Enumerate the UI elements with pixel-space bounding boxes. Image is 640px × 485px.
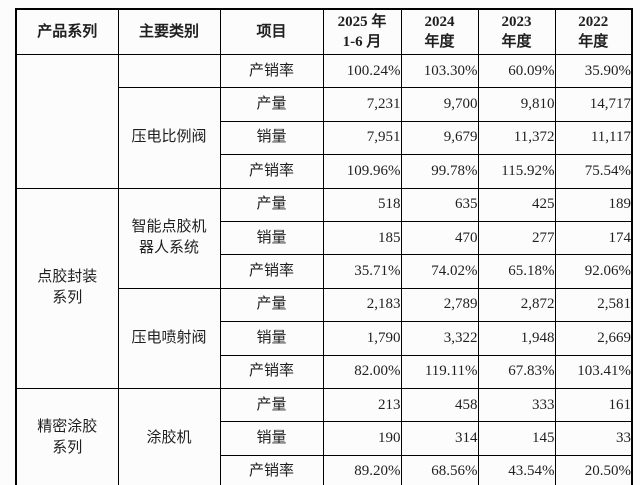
value-cell: 92.06% xyxy=(554,254,633,289)
value-cell: 115.92% xyxy=(477,154,556,189)
value-cell: 277 xyxy=(477,220,556,256)
item-cell: 销量 xyxy=(219,321,324,356)
value-cell: 67.83% xyxy=(477,354,556,389)
value-cell: 20.50% xyxy=(554,454,633,485)
item-cell: 产销率 xyxy=(219,254,324,289)
column-header: 2025 年 1-6 月 xyxy=(322,8,402,55)
value-cell: 35.90% xyxy=(554,53,633,89)
value-cell: 2,581 xyxy=(554,287,633,323)
value-cell: 314 xyxy=(400,421,479,456)
value-cell: 7,951 xyxy=(322,120,402,156)
table-row: 压电喷射阀 产量 2,183 2,789 2,872 2,581 xyxy=(16,287,633,389)
value-cell: 458 xyxy=(400,387,479,423)
value-cell: 174 xyxy=(554,220,633,256)
value-cell: 2,183 xyxy=(322,287,402,323)
table-row: 压电比例阀 产量 7,231 9,700 9,810 14,717 xyxy=(16,87,633,189)
category-cell: 涂胶机 xyxy=(117,387,221,485)
value-cell: 190 xyxy=(322,421,402,456)
value-cell: 14,717 xyxy=(554,87,633,122)
value-cell: 75.54% xyxy=(554,154,633,189)
value-cell: 3,322 xyxy=(400,321,479,356)
value-cell: 1,790 xyxy=(322,321,402,356)
series-cell xyxy=(15,54,119,189)
column-header: 主要类别 xyxy=(117,8,221,55)
table-row: 精密涂胶 系列 涂胶机 产量 213 458 333 161 xyxy=(15,387,633,485)
value-cell: 68.56% xyxy=(400,454,479,485)
value-cell: 89.20% xyxy=(322,454,402,485)
series-cell: 点胶封装 系列 xyxy=(15,187,119,389)
column-header: 2022 年度 xyxy=(554,8,633,55)
value-cell: 43.54% xyxy=(477,454,556,485)
table-body: 产销率 100.24% 103.30% 60.09% 35.90% 压电比例阀 产量 7,23… xyxy=(15,53,633,485)
value-cell: 333 xyxy=(477,387,556,423)
value-cell: 9,679 xyxy=(400,120,479,156)
category-cell: 智能点胶机 器人系统 xyxy=(117,187,221,289)
value-cell: 9,810 xyxy=(477,87,556,122)
value-cell: 425 xyxy=(477,187,556,222)
value-cell: 11,372 xyxy=(477,120,556,156)
item-cell: 产量 xyxy=(219,187,324,222)
series-cell: 精密涂胶 系列 xyxy=(15,387,119,485)
value-cell: 11,117 xyxy=(554,120,633,156)
item-cell: 销量 xyxy=(219,421,324,456)
column-header: 2024 年度 xyxy=(400,8,479,55)
table-row: 产销率 100.24% 103.30% 60.09% 35.90% xyxy=(15,53,633,189)
table-row: 销量 190 314 145 33 xyxy=(16,421,633,456)
item-cell: 销量 xyxy=(219,220,324,256)
item-cell: 产销率 xyxy=(219,53,324,89)
table-row: 产销率 89.20% 68.56% 43.54% 20.50% xyxy=(16,454,633,485)
value-cell: 119.11% xyxy=(400,354,479,389)
table-head: 产品系列 主要类别 项目 2025 年 1-6 月 2024 年度 2023 年度 2022… xyxy=(15,8,633,55)
column-header: 产品系列 xyxy=(15,8,119,55)
table-row: 点胶封装 系列 智能点胶机 器人系统 产量 518 635 425 189 xyxy=(15,187,633,389)
item-cell: 产量 xyxy=(219,387,324,423)
item-cell: 产销率 xyxy=(219,354,324,389)
value-cell: 65.18% xyxy=(477,254,556,289)
category-cell: 压电比例阀 xyxy=(117,87,221,189)
value-cell: 145 xyxy=(477,421,556,456)
value-cell: 74.02% xyxy=(400,254,479,289)
item-cell: 产销率 xyxy=(219,154,324,189)
table-row: 产销率 82.00% 119.11% 67.83% 103.41% xyxy=(16,354,633,389)
value-cell: 518 xyxy=(322,187,402,222)
item-cell: 产销率 xyxy=(219,454,324,485)
value-cell: 635 xyxy=(400,187,479,222)
table-row: 销量 7,951 9,679 11,372 11,117 xyxy=(16,120,633,156)
column-header: 2023 年度 xyxy=(477,8,556,55)
category-cell xyxy=(117,53,221,89)
value-cell: 9,700 xyxy=(400,87,479,122)
value-cell: 189 xyxy=(554,187,633,222)
item-cell: 销量 xyxy=(219,120,324,156)
value-cell: 109.96% xyxy=(322,154,402,189)
value-cell: 82.00% xyxy=(322,354,402,389)
item-cell: 产量 xyxy=(219,287,324,323)
value-cell: 161 xyxy=(554,387,633,423)
value-cell: 2,669 xyxy=(554,321,633,356)
value-cell: 103.30% xyxy=(400,53,479,89)
value-cell: 60.09% xyxy=(477,53,556,89)
value-cell: 2,789 xyxy=(400,287,479,323)
value-cell: 470 xyxy=(400,220,479,256)
table-row: 销量 185 470 277 174 xyxy=(16,220,633,256)
column-header: 项目 xyxy=(219,8,324,55)
value-cell: 7,231 xyxy=(322,87,402,122)
item-cell: 产量 xyxy=(219,87,324,122)
value-cell: 1,948 xyxy=(477,321,556,356)
header-row: 产品系列 主要类别 项目 2025 年 1-6 月 2024 年度 2023 年度 2022… xyxy=(15,8,633,55)
value-cell: 35.71% xyxy=(322,254,402,289)
value-cell: 185 xyxy=(322,220,402,256)
production-sales-table: 产品系列 主要类别 项目 2025 年 1-6 月 2024 年度 2023 年度 2022… xyxy=(15,8,633,485)
table-row: 产销率 35.71% 74.02% 65.18% 92.06% xyxy=(16,254,633,289)
value-cell: 33 xyxy=(554,421,633,456)
value-cell: 103.41% xyxy=(554,354,633,389)
table-row: 产销率 109.96% 99.78% 115.92% 75.54% xyxy=(16,154,633,189)
value-cell: 2,872 xyxy=(477,287,556,323)
value-cell: 213 xyxy=(322,387,402,423)
category-cell: 压电喷射阀 xyxy=(117,287,221,389)
value-cell: 99.78% xyxy=(400,154,479,189)
value-cell: 100.24% xyxy=(322,53,402,89)
